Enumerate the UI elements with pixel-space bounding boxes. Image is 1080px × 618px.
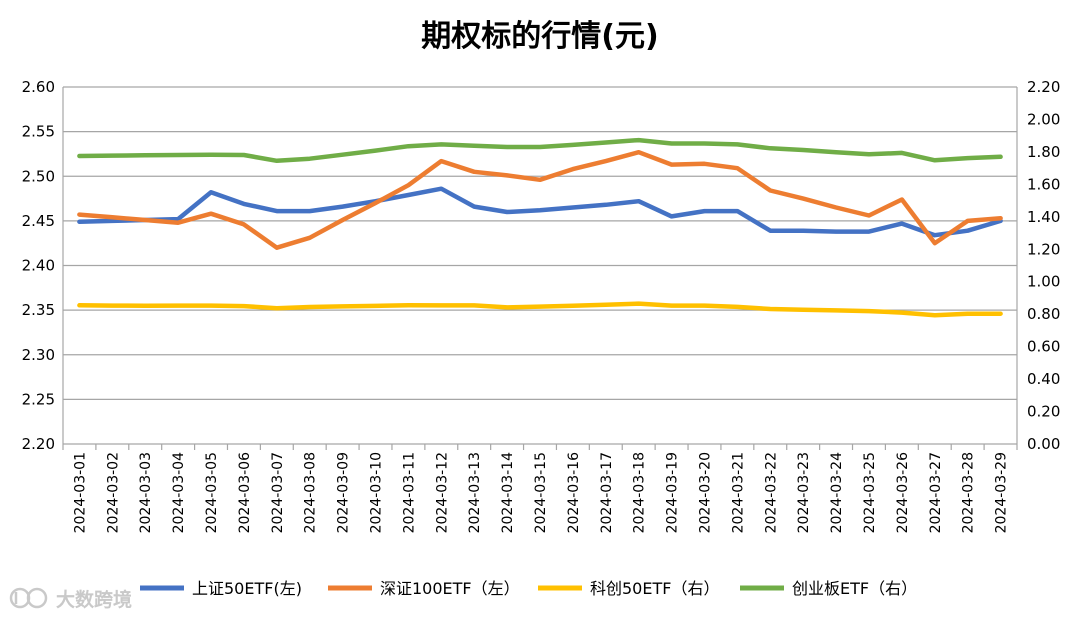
watermark-text: 大数跨境 xyxy=(56,588,132,611)
x-tick-label: 2024-03-18 xyxy=(632,452,648,533)
series-line-3 xyxy=(77,137,1003,164)
x-tick-label: 2024-03-08 xyxy=(303,452,319,533)
left-tick-label: 2.50 xyxy=(22,167,55,185)
legend-label: 上证50ETF(左) xyxy=(192,579,302,598)
left-tick-label: 2.20 xyxy=(22,435,55,453)
x-tick-label: 2024-03-04 xyxy=(171,452,187,533)
left-tick-label: 2.25 xyxy=(22,390,55,408)
x-tick-label: 2024-03-02 xyxy=(105,452,121,533)
legend-label: 创业板ETF（右） xyxy=(792,579,917,598)
right-tick-label: 0.20 xyxy=(1027,403,1060,421)
x-tick-label: 2024-03-29 xyxy=(994,452,1010,533)
x-tick-label: 2024-03-27 xyxy=(928,452,944,533)
right-tick-label: 1.00 xyxy=(1027,273,1060,291)
left-tick-label: 2.55 xyxy=(22,123,55,141)
x-tick-label: 2024-03-23 xyxy=(796,452,812,533)
x-tick-label: 2024-03-13 xyxy=(467,452,483,533)
grid xyxy=(63,86,1017,445)
x-tick-label: 2024-03-11 xyxy=(401,452,417,533)
right-tick-label: 0.00 xyxy=(1027,435,1060,453)
chart-title: 期权标的行情(元) xyxy=(421,19,658,54)
x-tick-label: 2024-03-21 xyxy=(730,452,746,533)
series-line-0 xyxy=(77,186,1003,238)
right-tick-label: 1.40 xyxy=(1027,208,1060,226)
x-tick-label: 2024-03-10 xyxy=(369,452,385,533)
x-tick-label: 2024-03-09 xyxy=(336,452,352,533)
left-tick-label: 2.35 xyxy=(22,301,55,319)
series-line-2 xyxy=(77,301,1003,318)
x-tick-label: 2024-03-26 xyxy=(895,452,911,533)
series-lines xyxy=(77,137,1003,318)
left-tick-label: 2.30 xyxy=(22,346,55,364)
right-tick-label: 2.00 xyxy=(1027,110,1060,128)
left-tick-label: 2.40 xyxy=(22,257,55,275)
x-tick-label: 2024-03-15 xyxy=(533,452,549,533)
x-tick-label: 2024-03-01 xyxy=(72,452,88,533)
x-tick-label: 2024-03-12 xyxy=(434,452,450,533)
watermark: 大数跨境 xyxy=(9,587,132,611)
left-tick-label: 2.45 xyxy=(22,212,55,230)
legend: 上证50ETF(左) 深证100ETF（左） 科创50ETF（右） 创业板ETF（右） xyxy=(140,579,917,598)
right-tick-label: 1.20 xyxy=(1027,240,1060,258)
x-tick-label: 2024-03-14 xyxy=(500,452,516,533)
x-tick-label: 2024-03-05 xyxy=(204,452,220,533)
x-axis: 2024-03-01 2024-03-02 2024-03-03 2024-03-04… xyxy=(62,444,1018,533)
x-tick-label: 2024-03-28 xyxy=(961,452,977,533)
legend-label: 科创50ETF（右） xyxy=(590,579,719,598)
right-tick-label: 2.20 xyxy=(1027,78,1060,96)
right-tick-label: 1.60 xyxy=(1027,175,1060,193)
legend-label: 深证100ETF（左） xyxy=(380,579,520,598)
right-axis: 0.00 0.20 0.40 0.60 0.80 1.00 1.20 1.40 1.60 1.80… xyxy=(1016,78,1060,453)
watermark-logo-icon xyxy=(9,587,48,609)
x-tick-label: 2024-03-03 xyxy=(138,452,154,533)
right-tick-label: 1.80 xyxy=(1027,143,1060,161)
x-tick-label: 2024-03-16 xyxy=(566,452,582,533)
x-tick-label: 2024-03-17 xyxy=(599,452,615,533)
x-tick-label: 2024-03-24 xyxy=(829,452,845,533)
x-tick-label: 2024-03-20 xyxy=(697,452,713,533)
series-line-1 xyxy=(77,149,1003,250)
x-tick-label: 2024-03-06 xyxy=(237,452,253,533)
left-tick-label: 2.60 xyxy=(22,78,55,96)
x-tick-label: 2024-03-19 xyxy=(665,452,681,533)
x-tick-label: 2024-03-22 xyxy=(763,452,779,533)
x-tick-label: 2024-03-07 xyxy=(270,452,286,533)
right-tick-label: 0.80 xyxy=(1027,305,1060,323)
right-tick-label: 0.60 xyxy=(1027,338,1060,356)
x-tick-label: 2024-03-25 xyxy=(862,452,878,533)
left-axis: 2.20 2.25 2.30 2.35 2.40 2.45 2.50 2.55 2.60 xyxy=(22,78,64,453)
right-tick-label: 0.40 xyxy=(1027,370,1060,388)
